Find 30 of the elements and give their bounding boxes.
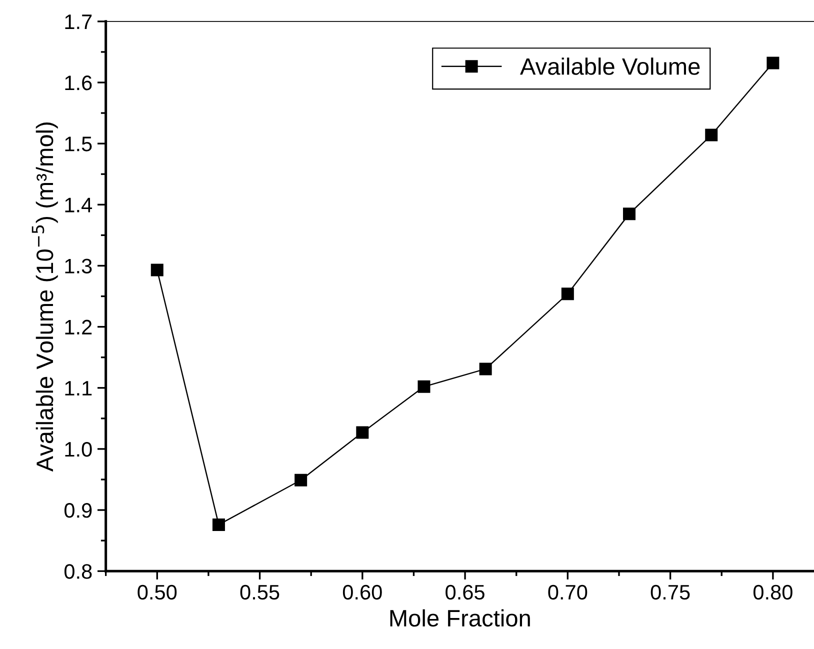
x-tick-label: 0.65 bbox=[446, 584, 484, 600]
point bbox=[766, 56, 780, 70]
point bbox=[561, 288, 574, 300]
point bbox=[356, 426, 369, 439]
y-tick-label: 1.3 bbox=[65, 258, 92, 274]
point bbox=[150, 264, 164, 276]
x-tick-label: 0.55 bbox=[240, 584, 280, 600]
y-tick-label: 1.4 bbox=[65, 198, 92, 212]
point bbox=[418, 380, 430, 393]
legend-label: Available Volume bbox=[520, 58, 700, 75]
y-tick-label: 1.6 bbox=[65, 75, 92, 90]
y-tick-label: 1.1 bbox=[65, 381, 92, 396]
point bbox=[294, 474, 308, 486]
x-tick-label: 0.70 bbox=[548, 584, 588, 600]
x-tick-label: 0.80 bbox=[753, 584, 792, 600]
y-tick-label: 0.8 bbox=[64, 564, 92, 579]
point bbox=[479, 362, 492, 376]
point bbox=[212, 518, 225, 531]
y-tick-label: 1.7 bbox=[65, 14, 92, 29]
x-tick-label: 0.75 bbox=[650, 584, 690, 600]
point bbox=[705, 128, 718, 142]
y-tick-label: 1.2 bbox=[65, 320, 92, 334]
point bbox=[623, 208, 636, 220]
y-tick-label: 1.0 bbox=[65, 442, 92, 457]
y-tick-label: 1.5 bbox=[65, 136, 92, 152]
x-tick-label: 0.60 bbox=[342, 584, 382, 600]
y-tick-label: 0.9 bbox=[64, 503, 92, 518]
x-tick-label: 0.50 bbox=[138, 584, 177, 600]
x-axis-title: Mole Fraction bbox=[390, 609, 530, 627]
y-axis-title: Available Volume (10$^{−5}$) (m³/mol) bbox=[32, 122, 58, 472]
